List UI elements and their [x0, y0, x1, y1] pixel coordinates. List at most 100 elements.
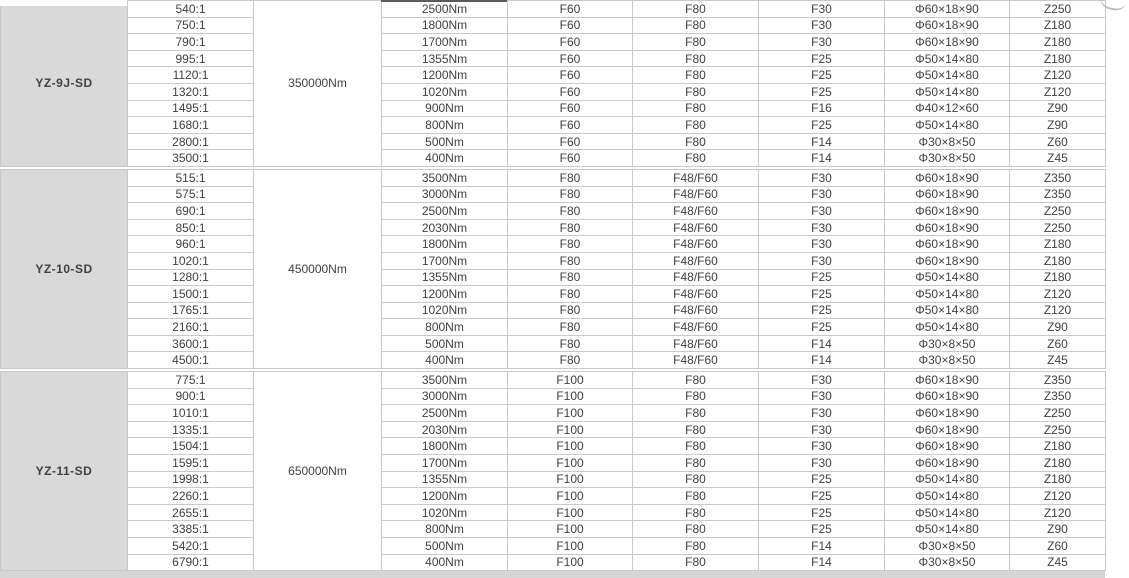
flange-b-cell: F80	[632, 404, 759, 422]
section-separator	[0, 368, 1106, 372]
z-value-cell: Z250	[1009, 420, 1106, 439]
output-torque-cell: 1200Nm	[381, 487, 508, 505]
gear-ratio-cell: 995:1	[127, 49, 254, 68]
z-value-cell: Z180	[1009, 49, 1106, 68]
output-torque-cell: 1200Nm	[381, 66, 508, 84]
shaft-dim-cell: Φ60×18×90	[884, 202, 1010, 220]
z-value-cell: Z350	[1009, 387, 1106, 406]
gear-ratio-cell: 3385:1	[127, 520, 254, 538]
gear-ratio-cell: 1495:1	[127, 99, 254, 118]
flange-c-cell: F25	[758, 503, 885, 522]
flange-c-cell: F30	[758, 235, 885, 253]
flange-a-cell: F60	[507, 99, 633, 118]
flange-a-cell: F80	[507, 202, 633, 220]
table-top-gap	[0, 0, 127, 6]
table-row: 1500:1 1200Nm F80 F48/F60 F25 Φ50×14×80 Z120	[1, 285, 1106, 303]
flange-b-cell: F80	[632, 0, 759, 18]
flange-a-cell: F100	[507, 537, 633, 555]
output-torque-cell: 1355Nm	[381, 49, 508, 68]
gear-ratio-cell: 3600:1	[127, 334, 254, 353]
flange-c-cell: F25	[758, 268, 885, 287]
gear-ratio-cell: 960:1	[127, 235, 254, 253]
gear-ratio-cell: 900:1	[127, 387, 254, 406]
z-value-cell: Z180	[1009, 235, 1106, 253]
flange-b-cell: F80	[632, 387, 759, 406]
flange-c-cell: F25	[758, 82, 885, 101]
output-torque-cell: 800Nm	[381, 116, 508, 134]
shaft-dim-cell: Φ60×18×90	[884, 16, 1010, 35]
table-row: 1335:1 2030Nm F100 F80 F30 Φ60×18×90 Z250	[1, 420, 1106, 439]
output-torque-cell: 400Nm	[381, 351, 508, 370]
rated-torque-cell: 450000Nm	[253, 168, 382, 370]
shaft-dim-cell: Φ60×18×90	[884, 437, 1010, 456]
flange-b-cell: F80	[632, 537, 759, 555]
gear-ratio-cell: 1335:1	[127, 420, 254, 439]
output-torque-cell: 2500Nm	[381, 404, 508, 422]
table-row: 1320:1 1020Nm F60 F80 F25 Φ50×14×80 Z120	[1, 82, 1106, 101]
shaft-dim-cell: Φ50×14×80	[884, 470, 1010, 489]
flange-b-cell: F80	[632, 132, 759, 151]
flange-c-cell: F16	[758, 99, 885, 118]
z-value-cell: Z90	[1009, 318, 1106, 336]
table-row: 1595:1 1700Nm F100 F80 F30 Φ60×18×90 Z180	[1, 454, 1106, 472]
z-value-cell: Z350	[1009, 185, 1106, 204]
flange-b-cell: F48/F60	[632, 235, 759, 253]
shaft-dim-cell: Φ40×12×60	[884, 99, 1010, 118]
flange-b-cell: F80	[632, 487, 759, 505]
shaft-dim-cell: Φ30×8×50	[884, 537, 1010, 555]
table-row: 2655:1 1020Nm F100 F80 F25 Φ50×14×80 Z120	[1, 503, 1106, 522]
flange-a-cell: F80	[507, 301, 633, 320]
shaft-dim-cell: Φ60×18×90	[884, 168, 1010, 187]
output-torque-cell: 1800Nm	[381, 235, 508, 253]
flange-a-cell: F100	[507, 371, 633, 389]
table-row: 575:1 3000Nm F80 F48/F60 F30 Φ60×18×90 Z350	[1, 185, 1106, 204]
gear-ratio-cell: 690:1	[127, 202, 254, 220]
flange-a-cell: F100	[507, 437, 633, 456]
output-torque-cell: 3000Nm	[381, 185, 508, 204]
flange-c-cell: F14	[758, 351, 885, 370]
flange-b-cell: F48/F60	[632, 202, 759, 220]
table-row: 1765:1 1020Nm F80 F48/F60 F25 Φ50×14×80 Z120	[1, 301, 1106, 320]
output-torque-cell: 2500Nm	[381, 202, 508, 220]
output-torque-cell: 1800Nm	[381, 16, 508, 35]
shaft-dim-cell: Φ60×18×90	[884, 235, 1010, 253]
gear-ratio-cell: 1500:1	[127, 285, 254, 303]
table-row: 3500:1 400Nm F60 F80 F14 Φ30×8×50 Z45	[1, 149, 1106, 167]
flange-a-cell: F60	[507, 82, 633, 101]
flange-a-cell: F80	[507, 334, 633, 353]
shaft-dim-cell: Φ30×8×50	[884, 132, 1010, 151]
shaft-dim-cell: Φ30×8×50	[884, 149, 1010, 167]
output-torque-cell: 1700Nm	[381, 33, 508, 51]
flange-b-cell: F48/F60	[632, 185, 759, 204]
flange-c-cell: F14	[758, 334, 885, 353]
output-torque-cell: 400Nm	[381, 149, 508, 167]
flange-b-cell: F48/F60	[632, 268, 759, 287]
gear-ratio-cell: 1998:1	[127, 470, 254, 489]
z-value-cell: Z60	[1009, 334, 1106, 353]
flange-a-cell: F60	[507, 132, 633, 151]
gear-ratio-cell: 575:1	[127, 185, 254, 204]
flange-a-cell: F80	[507, 185, 633, 204]
flange-b-cell: F80	[632, 116, 759, 134]
flange-c-cell: F14	[758, 132, 885, 151]
z-value-cell: Z120	[1009, 503, 1106, 522]
flange-c-cell: F25	[758, 116, 885, 134]
flange-b-cell: F80	[632, 49, 759, 68]
flange-b-cell: F80	[632, 82, 759, 101]
table-row: 995:1 1355Nm F60 F80 F25 Φ50×14×80 Z180	[1, 49, 1106, 68]
flange-b-cell: F48/F60	[632, 251, 759, 270]
shaft-dim-cell: Φ60×18×90	[884, 33, 1010, 51]
output-torque-cell: 400Nm	[381, 553, 508, 572]
flange-a-cell: F60	[507, 49, 633, 68]
gear-ratio-cell: 1320:1	[127, 82, 254, 101]
table-row: 1495:1 900Nm F60 F80 F16 Φ40×12×60 Z90	[1, 99, 1106, 118]
flange-b-cell: F80	[632, 454, 759, 472]
shaft-dim-cell: Φ50×14×80	[884, 49, 1010, 68]
flange-b-cell: F48/F60	[632, 285, 759, 303]
flange-b-cell: F80	[632, 420, 759, 439]
table-row: YZ-10-SD 515:1 450000Nm 3500Nm F80 F48/F60 F30…	[0, 168, 1106, 370]
shaft-dim-cell: Φ60×18×90	[884, 420, 1010, 439]
flange-c-cell: F30	[758, 0, 885, 18]
flange-c-cell: F30	[758, 168, 885, 187]
flange-c-cell: F14	[758, 553, 885, 572]
